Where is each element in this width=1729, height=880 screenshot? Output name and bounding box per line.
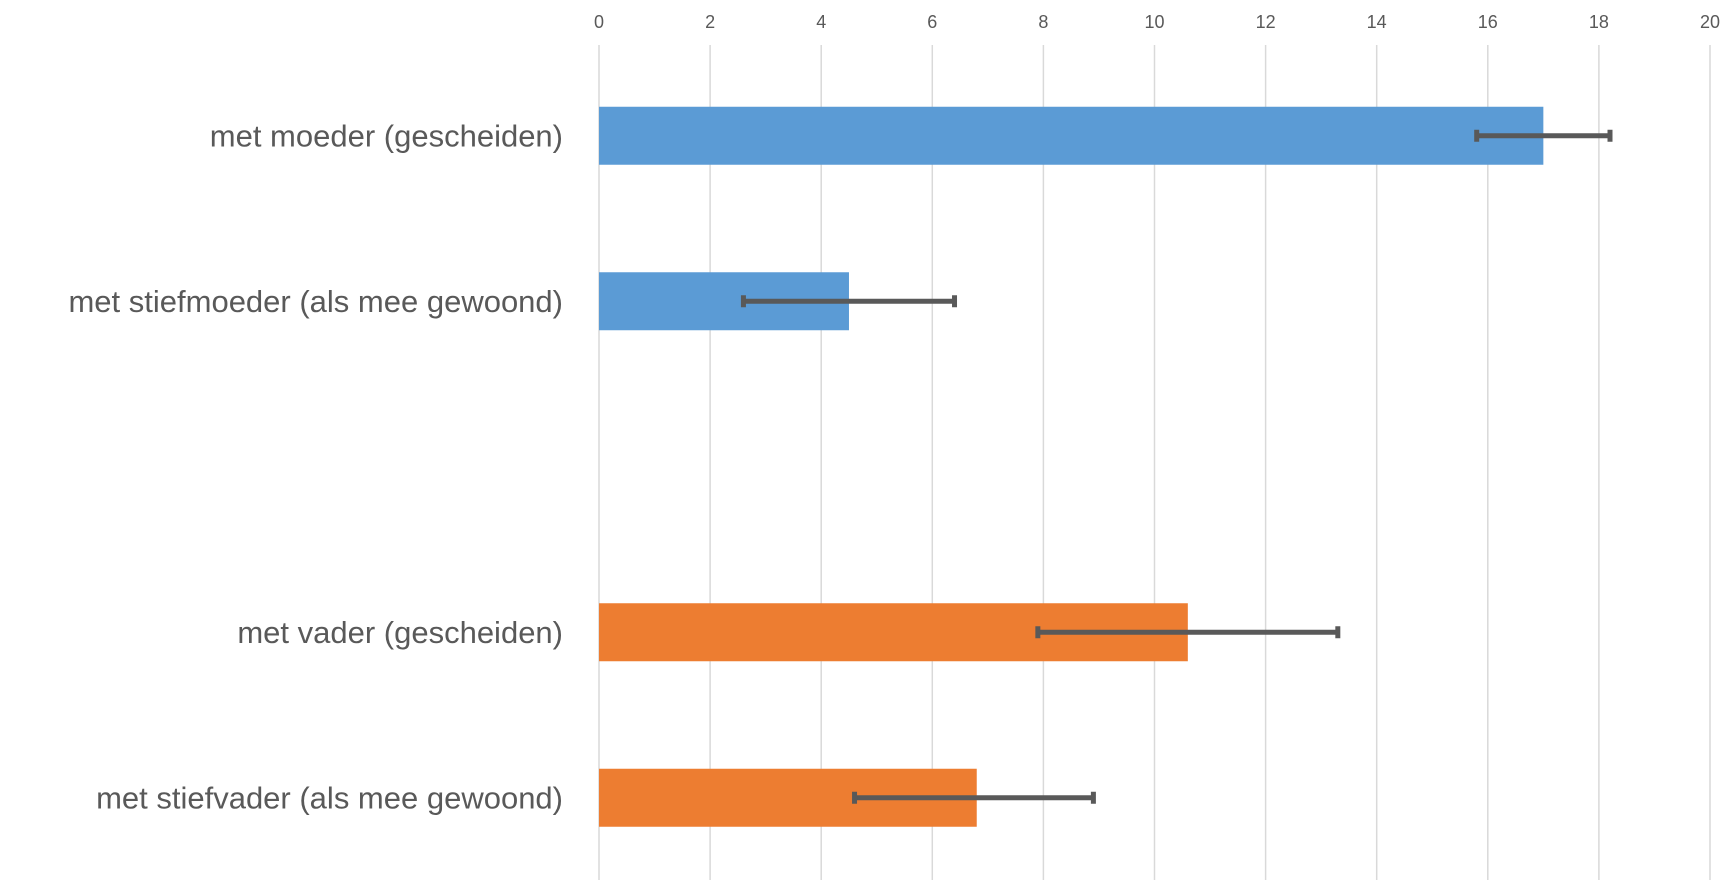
category-label: met stiefmoeder (als mee gewoond) <box>68 284 563 319</box>
x-tick-label: 6 <box>927 12 937 32</box>
x-tick-label: 0 <box>594 12 604 32</box>
category-label: met vader (gescheiden) <box>237 615 563 650</box>
error-bars <box>740 129 1613 804</box>
x-tick-label: 18 <box>1589 12 1609 32</box>
x-tick-label: 10 <box>1144 12 1164 32</box>
category-labels: met moeder (gescheiden) met stiefmoeder (… <box>68 118 563 815</box>
gridlines <box>598 45 1711 880</box>
x-tick-label: 8 <box>1038 12 1048 32</box>
x-tick-label: 14 <box>1367 12 1387 32</box>
x-tick-label: 12 <box>1256 12 1276 32</box>
x-tick-label: 2 <box>705 12 715 32</box>
x-tick-label: 16 <box>1478 12 1498 32</box>
x-tick-label: 4 <box>816 12 826 32</box>
bars <box>599 106 1544 827</box>
x-axis-ticks: 0 2 4 6 8 10 12 14 16 18 20 <box>594 12 1720 32</box>
category-label: met stiefvader (als mee gewoond) <box>96 780 563 815</box>
category-label: met moeder (gescheiden) <box>210 118 563 153</box>
x-tick-label: 20 <box>1700 12 1720 32</box>
bar-0 <box>599 106 1544 165</box>
